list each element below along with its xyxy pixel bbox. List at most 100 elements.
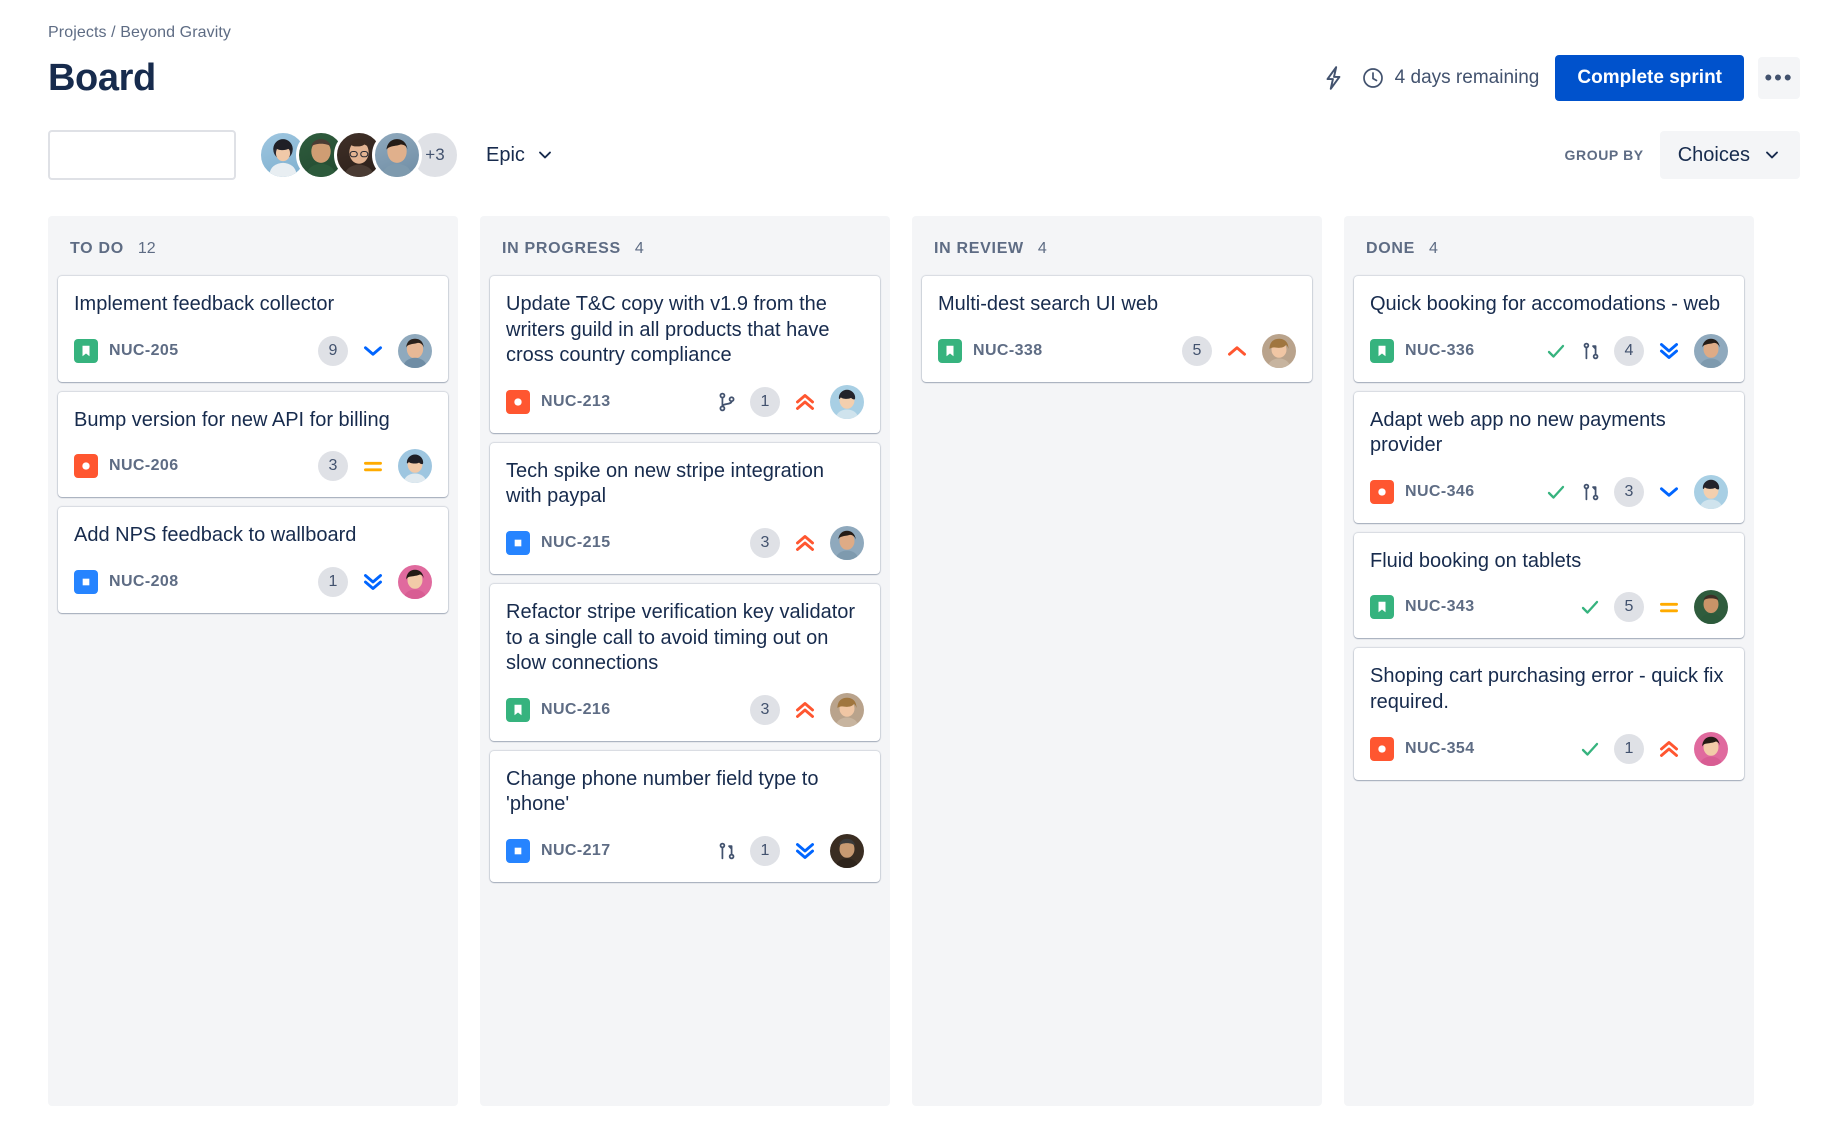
board-toolbar: +3 Epic GROUP BY Choices — [48, 128, 1800, 182]
story-type-icon — [938, 338, 962, 363]
issue-meta: 4 — [1544, 333, 1728, 368]
issue-key[interactable]: NUC-216 — [541, 700, 611, 718]
assignee-avatar[interactable] — [830, 833, 864, 868]
issue-card[interactable]: Update T&C copy with v1.9 from the write… — [490, 276, 880, 433]
task-type-icon — [506, 530, 530, 555]
priority-highest-icon — [1656, 736, 1682, 762]
story-points-badge: 3 — [1614, 476, 1644, 507]
priority-lowest-icon — [360, 569, 386, 595]
priority-lowest-icon — [1656, 338, 1682, 364]
pull-request-icon — [1580, 339, 1602, 363]
issue-card[interactable]: Shoping cart purchasing error - quick fi… — [1354, 648, 1744, 780]
avatar-group[interactable]: +3 — [258, 130, 460, 180]
story-points-badge: 1 — [1614, 733, 1644, 764]
issue-key[interactable]: NUC-343 — [1405, 598, 1475, 616]
assignee-avatar[interactable] — [1694, 731, 1728, 766]
board-column: IN REVIEW 4 Multi-dest search UI web NUC-33… — [912, 216, 1322, 1106]
done-check-icon — [1544, 339, 1568, 363]
issue-meta: 5 — [1182, 333, 1296, 368]
done-check-icon — [1578, 595, 1602, 619]
issue-footer: NUC-336 4 — [1370, 333, 1728, 368]
issue-card[interactable]: Change phone number field type to 'phone… — [490, 750, 880, 882]
group-by-dropdown[interactable]: Choices — [1659, 131, 1800, 179]
days-remaining: 4 days remaining — [1361, 66, 1539, 90]
group-by-value: Choices — [1677, 143, 1750, 166]
issue-card[interactable]: Tech spike on new stripe integration wit… — [490, 442, 880, 574]
issue-key[interactable]: NUC-213 — [541, 392, 611, 410]
issue-meta: 3 — [750, 692, 864, 727]
assignee-avatar[interactable] — [1694, 333, 1728, 368]
issue-key-group: NUC-216 — [506, 697, 750, 722]
issue-key[interactable]: NUC-346 — [1405, 482, 1475, 500]
assignee-avatar[interactable] — [398, 333, 432, 368]
issue-meta: 3 — [1544, 474, 1728, 509]
breadcrumb[interactable]: Projects / Beyond Gravity — [48, 24, 232, 41]
issue-key[interactable]: NUC-338 — [973, 341, 1043, 359]
assignee-avatar[interactable] — [830, 525, 864, 560]
epic-filter-dropdown[interactable]: Epic — [482, 138, 559, 173]
avatar[interactable] — [372, 130, 422, 180]
priority-medium-icon — [360, 453, 386, 479]
issue-footer: NUC-213 1 — [506, 384, 864, 419]
issue-key[interactable]: NUC-354 — [1405, 739, 1475, 757]
issue-footer: NUC-217 1 — [506, 833, 864, 868]
issue-card[interactable]: Add NPS feedback to wallboard NUC-208 1 — [58, 507, 448, 613]
issue-key[interactable]: NUC-336 — [1405, 341, 1475, 359]
column-count: 4 — [1429, 240, 1438, 257]
search-box[interactable] — [48, 130, 290, 180]
issue-title: Refactor stripe verification key validat… — [506, 600, 856, 675]
board-column: TO DO 12 Implement feedback collector NUC-2… — [48, 216, 458, 1106]
issue-footer: NUC-354 1 — [1370, 731, 1728, 766]
search-input[interactable] — [62, 146, 269, 164]
issue-key-group: NUC-213 — [506, 389, 716, 414]
issue-card[interactable]: Bump version for new API for billing NUC-… — [58, 391, 448, 498]
issue-key[interactable]: NUC-217 — [541, 841, 611, 859]
column-header: TO DO 12 — [58, 226, 448, 276]
assignee-avatar[interactable] — [1694, 474, 1728, 509]
story-points-badge: 1 — [750, 835, 780, 866]
issue-footer: NUC-208 1 — [74, 564, 432, 599]
issue-title: Tech spike on new stripe integration wit… — [506, 459, 824, 508]
issue-footer: NUC-343 5 — [1370, 590, 1728, 625]
column-name: IN PROGRESS — [502, 240, 621, 257]
clock-icon — [1361, 66, 1385, 90]
issue-key[interactable]: NUC-206 — [109, 457, 179, 475]
assignee-avatar[interactable] — [830, 384, 864, 419]
issue-key-group: NUC-338 — [938, 338, 1182, 363]
issue-footer: NUC-216 3 — [506, 692, 864, 727]
assignee-avatar[interactable] — [398, 564, 432, 599]
issue-card[interactable]: Implement feedback collector NUC-205 9 — [58, 276, 448, 382]
issue-card[interactable]: Adapt web app no new payments provider NU… — [1354, 391, 1744, 523]
complete-sprint-button[interactable]: Complete sprint — [1555, 55, 1744, 101]
column-count: 12 — [137, 240, 156, 257]
issue-card[interactable]: Refactor stripe verification key validat… — [490, 583, 880, 741]
issue-key[interactable]: NUC-205 — [109, 341, 179, 359]
column-count: 4 — [634, 240, 644, 257]
issue-card[interactable]: Quick booking for accomodations - web NUC… — [1354, 276, 1744, 382]
pull-request-icon — [716, 839, 738, 863]
avatar[interactable] — [334, 130, 384, 180]
assignee-avatar[interactable] — [398, 449, 432, 484]
issue-key[interactable]: NUC-208 — [109, 572, 179, 590]
issue-card[interactable]: Multi-dest search UI web NUC-338 5 — [922, 276, 1312, 382]
priority-highest-icon — [792, 389, 818, 415]
issue-key-group: NUC-336 — [1370, 338, 1544, 363]
issue-footer: NUC-206 3 — [74, 449, 432, 484]
assignee-avatar[interactable] — [1694, 590, 1728, 625]
issue-meta: 1 — [1578, 731, 1728, 766]
issue-meta: 1 — [716, 833, 864, 868]
toolbar-right: GROUP BY Choices — [1565, 131, 1800, 179]
done-check-icon — [1578, 737, 1602, 761]
column-name: DONE — [1366, 240, 1416, 257]
issue-card[interactable]: Fluid booking on tablets NUC-343 5 — [1354, 532, 1744, 639]
issue-title: Add NPS feedback to wallboard — [74, 524, 357, 547]
title-row: Board 4 days remaining Complete sprint •… — [48, 50, 1800, 106]
assignee-avatar[interactable] — [1262, 333, 1296, 368]
more-options-button[interactable]: ••• — [1758, 57, 1800, 99]
done-check-icon — [1544, 480, 1568, 504]
assignee-avatar[interactable] — [830, 692, 864, 727]
lightning-icon[interactable] — [1313, 57, 1355, 99]
issue-key[interactable]: NUC-215 — [541, 533, 611, 551]
issue-key-group: NUC-208 — [74, 569, 318, 594]
